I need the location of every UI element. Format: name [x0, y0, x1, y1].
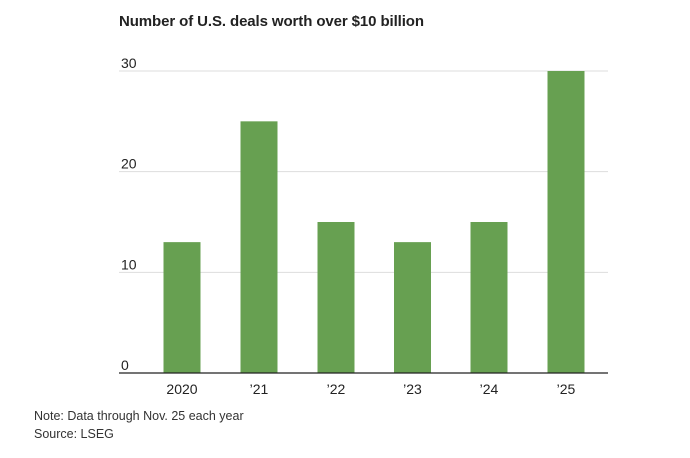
bar — [394, 242, 431, 373]
bar — [547, 71, 585, 373]
y-tick-label: 0 — [121, 357, 129, 373]
x-tick-label: ’24 — [480, 381, 499, 397]
bar-chart: 0 10 20 30 2020 ’21 ’22 ’23 ’24 ’25 — [119, 55, 608, 397]
x-tick-label: ’25 — [557, 381, 576, 397]
x-tick-label: ’22 — [327, 381, 346, 397]
x-tick-label: ’21 — [250, 381, 269, 397]
y-tick-label: 10 — [121, 256, 137, 272]
bar — [470, 222, 508, 373]
chart-source: Source: LSEG — [34, 427, 114, 441]
bar — [163, 242, 201, 373]
bar — [317, 222, 355, 373]
y-tick-label: 30 — [121, 55, 137, 71]
x-tick-label: 2020 — [166, 381, 197, 397]
y-tick-label: 20 — [121, 156, 137, 172]
x-tick-label: ’23 — [403, 381, 422, 397]
bar — [240, 121, 278, 373]
chart-note: Note: Data through Nov. 25 each year — [34, 409, 244, 423]
chart-title: Number of U.S. deals worth over $10 bill… — [119, 13, 424, 30]
